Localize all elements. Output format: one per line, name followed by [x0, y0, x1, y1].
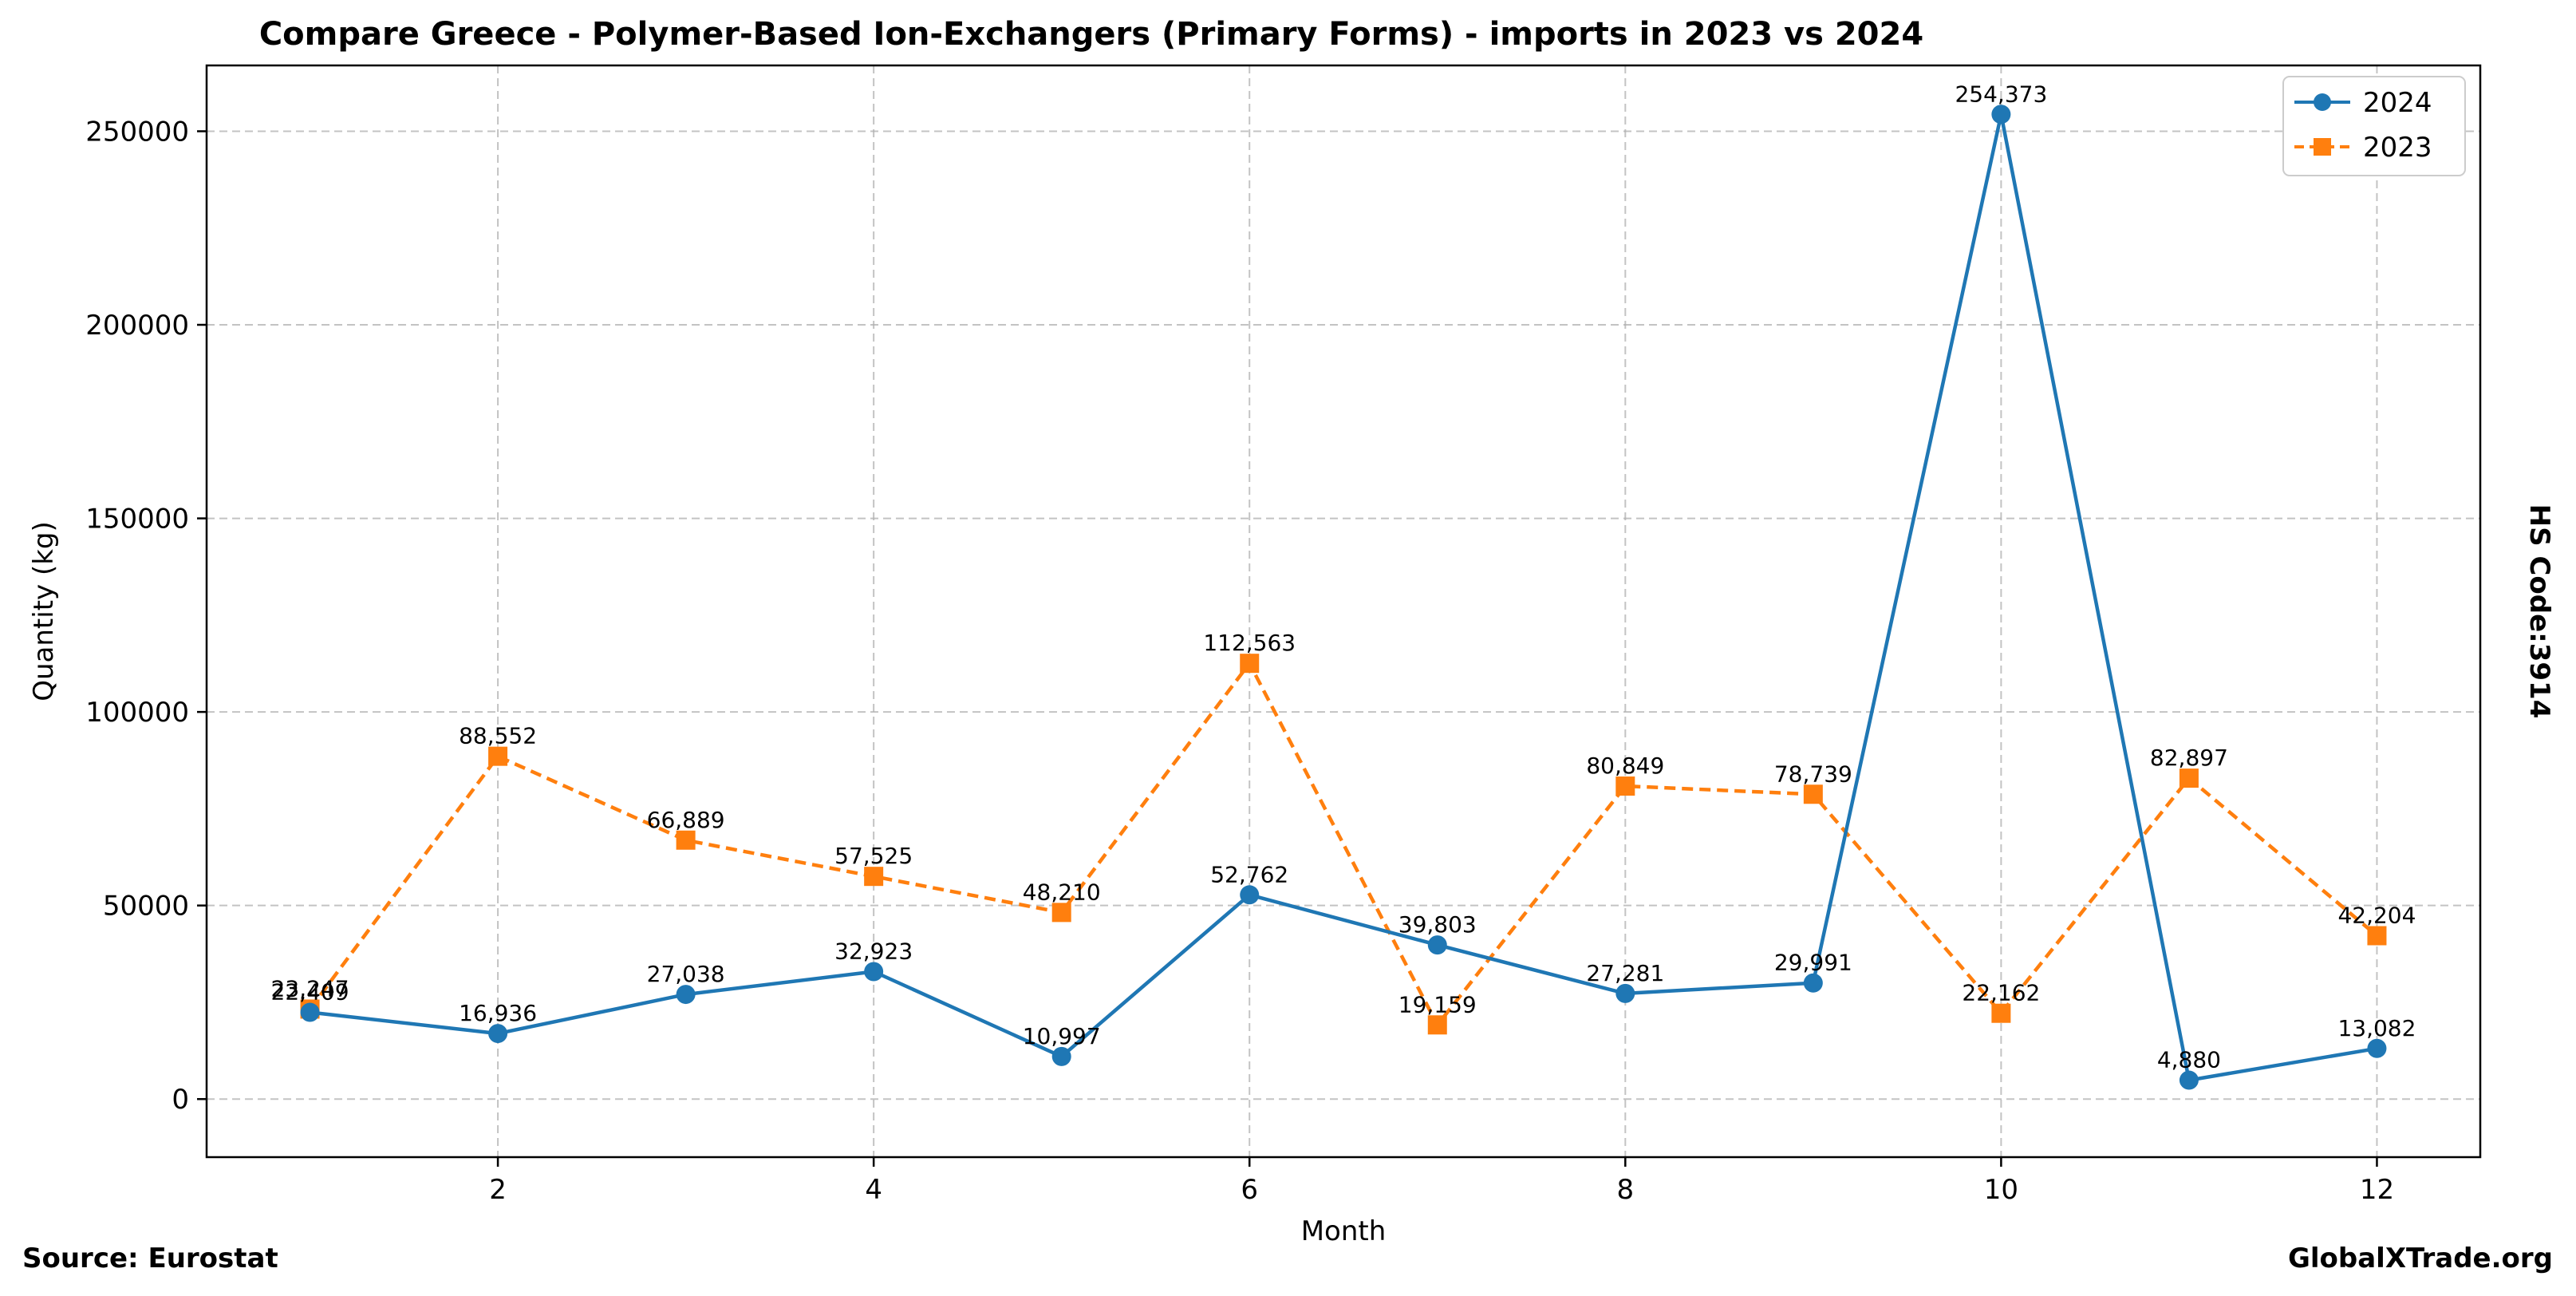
data-label-2024: 13,082: [2337, 1015, 2416, 1041]
data-point-2023: [1427, 1015, 1447, 1035]
source-label: Source: Eurostat: [22, 1243, 278, 1274]
data-label-2024: 32,923: [834, 938, 913, 965]
x-tick-label: 2: [489, 1174, 507, 1206]
y-tick-label: 150000: [85, 504, 189, 535]
data-label-2023: 88,552: [459, 723, 537, 749]
data-label-2023: 48,210: [1023, 879, 1101, 905]
series-layer: [300, 105, 2387, 1090]
data-point-2024: [1615, 983, 1635, 1003]
data-point-2024: [488, 1024, 508, 1044]
brand-label: GlobalXTrade.org: [2288, 1243, 2553, 1274]
data-label-2023: 80,849: [1586, 753, 1664, 779]
data-point-2023: [2367, 926, 2387, 946]
data-point-2023: [1803, 784, 1823, 804]
data-point-2024: [1240, 885, 1260, 905]
data-label-2023: 22,162: [1962, 980, 2040, 1006]
data-point-2024: [300, 1002, 320, 1022]
x-tick-label: 10: [1984, 1174, 2018, 1206]
data-label-2024: 4,880: [2157, 1047, 2221, 1073]
data-point-2024: [1051, 1046, 1071, 1066]
legend-marker-2023: [2314, 138, 2331, 156]
legend-label-2024: 2024: [2363, 87, 2432, 119]
grid-layer: [207, 65, 2480, 1157]
data-point-2024: [676, 985, 696, 1005]
data-label-2023: 42,204: [2337, 902, 2416, 928]
data-label-2023: 78,739: [1774, 761, 1852, 787]
data-point-2023: [676, 830, 696, 850]
chart-title: Compare Greece - Polymer-Based Ion-Excha…: [259, 16, 1923, 53]
x-tick-label: 4: [865, 1174, 882, 1206]
ticks-layer: 2 4 6 8 10 12 0 50000 100000 150000 200000 250000: [85, 116, 2394, 1206]
data-label-2023: 66,889: [647, 807, 725, 833]
data-point-2023: [1051, 903, 1071, 923]
hs-code-label: HS Code:3914: [2523, 504, 2555, 719]
y-axis-label: Quantity (kg): [28, 521, 60, 701]
x-tick-label: 8: [1616, 1174, 1634, 1206]
data-label-2024: 27,281: [1586, 960, 1664, 986]
data-labels-layer: 23,247 88,552 66,889 57,525 48,210 112,563 19,…: [271, 81, 2416, 1073]
x-axis-label: Month: [1301, 1215, 1387, 1247]
data-point-2024: [1427, 935, 1447, 955]
x-tick-label: 12: [2360, 1174, 2394, 1206]
data-label-2024: 22,409: [271, 979, 349, 1006]
data-point-2023: [1240, 654, 1260, 674]
data-label-2023: 57,525: [834, 843, 913, 869]
data-point-2023: [2179, 769, 2199, 788]
data-label-2024: 254,373: [1955, 81, 2047, 107]
x-tick-label: 6: [1241, 1174, 1258, 1206]
y-tick-label: 0: [172, 1084, 189, 1116]
plot-frame: [205, 64, 2482, 1159]
data-point-2024: [2179, 1070, 2199, 1090]
y-tick-label: 200000: [85, 310, 189, 342]
data-point-2023: [864, 867, 884, 887]
y-tick-label: 100000: [85, 697, 189, 729]
series-line-2024: [310, 113, 2377, 1082]
series-line-2023: [308, 661, 2378, 1027]
data-label-2024: 39,803: [1398, 911, 1477, 938]
data-label-2023: 112,563: [1203, 630, 1296, 656]
legend: 2024 2023: [2282, 76, 2466, 176]
data-label-2023: 23,247: [271, 975, 349, 1002]
data-point-2024: [2367, 1038, 2387, 1058]
data-label-2024: 16,936: [459, 1000, 537, 1026]
legend-label-2023: 2023: [2363, 132, 2432, 164]
data-point-2023: [1991, 1003, 2011, 1023]
data-label-2023: 19,159: [1398, 991, 1477, 1017]
data-label-2024: 29,991: [1774, 950, 1852, 976]
data-label-2024: 52,762: [1210, 861, 1288, 887]
y-tick-label: 50000: [103, 891, 189, 923]
data-label-2024: 10,997: [1023, 1023, 1101, 1049]
data-point-2023: [1615, 776, 1635, 796]
data-point-2023: [488, 746, 508, 766]
data-label-2024: 27,038: [647, 961, 725, 987]
data-point-2024: [1991, 105, 2011, 124]
data-point-2024: [1803, 973, 1823, 993]
data-label-2023: 82,897: [2150, 745, 2228, 771]
y-tick-label: 250000: [85, 116, 189, 148]
legend-marker-2024: [2314, 93, 2331, 111]
data-point-2024: [864, 962, 884, 982]
